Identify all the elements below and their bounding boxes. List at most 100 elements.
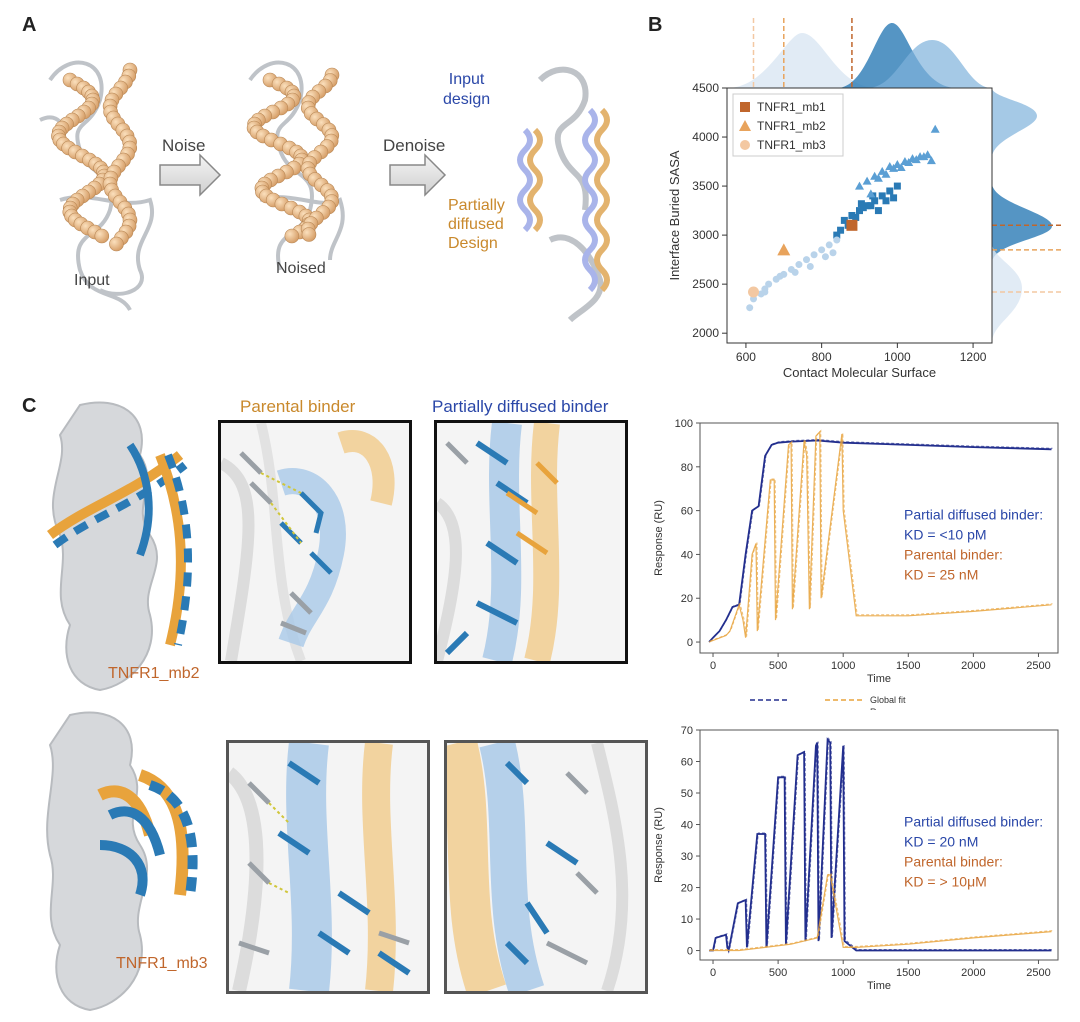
right-density-mb1 bbox=[992, 183, 1052, 263]
kd-annotation: Parental binder: bbox=[904, 547, 1003, 563]
scatter-point bbox=[776, 272, 784, 280]
y-tick-label: 3500 bbox=[692, 179, 719, 193]
spr-chart-mb2: 0 500 1000 1500 2000 2500 0 20 40 60 80 100 Time Resp… bbox=[653, 418, 1059, 710]
x-tick-label: 2500 bbox=[1026, 660, 1050, 672]
scatter-point bbox=[837, 226, 845, 234]
scatter-point bbox=[855, 181, 864, 190]
highlight-point bbox=[846, 219, 858, 231]
denoise-arrow bbox=[389, 153, 447, 197]
right-density-mb2 bbox=[992, 88, 1037, 158]
mb2-parental-box bbox=[218, 420, 412, 664]
mb2-surface-structure bbox=[47, 401, 193, 692]
scatter-point bbox=[926, 156, 936, 165]
scatter-point bbox=[863, 202, 871, 210]
kd-annotation: KD = 25 nM bbox=[904, 567, 978, 583]
scatter-point bbox=[919, 152, 929, 161]
legend-response: Response bbox=[870, 707, 911, 710]
mb3-surface-structure bbox=[46, 711, 198, 1012]
scatter-point bbox=[765, 280, 773, 288]
panel-a-illustration bbox=[39, 60, 610, 323]
input-spheres bbox=[51, 62, 138, 252]
denoise-label: Denoise bbox=[383, 136, 446, 155]
scatter-point bbox=[840, 216, 848, 224]
noise-arrow bbox=[159, 153, 222, 197]
x-axis-label: Contact Molecular Surface bbox=[783, 365, 936, 380]
mb2-label: TNFR1_mb2 bbox=[108, 665, 200, 682]
legend-marker bbox=[740, 140, 750, 150]
scatter-point bbox=[896, 162, 906, 171]
y-tick-label: 4500 bbox=[692, 81, 719, 95]
scatter-point bbox=[856, 207, 863, 215]
kd-annotation: Partial diffused binder: bbox=[904, 507, 1043, 523]
scatter-point bbox=[848, 212, 856, 219]
partial-binder-title: Partially diffused binder bbox=[432, 397, 609, 416]
top-density-mb2 bbox=[867, 40, 992, 88]
x-tick-label: 500 bbox=[769, 660, 787, 672]
scatter-point bbox=[810, 251, 818, 259]
y-axis-label: Interface Buried SASA bbox=[667, 150, 682, 280]
scatter-point bbox=[911, 155, 921, 164]
y-tick-label: 3000 bbox=[692, 228, 719, 242]
x-tick-label: 1000 bbox=[831, 967, 855, 979]
x-tick-label: 500 bbox=[769, 967, 787, 979]
partial-fit-line bbox=[709, 438, 1053, 642]
scatter-point bbox=[873, 173, 883, 182]
y-tick-label: 40 bbox=[681, 549, 693, 561]
highlight-point bbox=[777, 243, 791, 256]
mb2-partial-box bbox=[434, 420, 628, 664]
top-density-mb1 bbox=[837, 23, 957, 88]
y-tick-label: 0 bbox=[687, 637, 693, 649]
x-tick-label: 800 bbox=[812, 350, 832, 364]
sphere-atom bbox=[109, 236, 124, 252]
x-tick-label: 0 bbox=[710, 660, 716, 672]
legend-label: TNFR1_mb1 bbox=[757, 100, 826, 114]
scatter-point bbox=[833, 231, 841, 239]
scatter-point bbox=[791, 268, 799, 276]
parental-binder-title: Parental binder bbox=[240, 397, 356, 416]
parental-fit-line bbox=[709, 429, 1053, 642]
scatter-point bbox=[881, 169, 891, 178]
mb3-box-left bbox=[226, 740, 430, 994]
y-tick-label: 100 bbox=[675, 418, 693, 430]
y-tick-label: 30 bbox=[681, 851, 693, 863]
noised-label: Noised bbox=[276, 260, 326, 277]
legend-marker bbox=[740, 102, 750, 112]
y-tick-label: 50 bbox=[681, 788, 693, 800]
scatter-point bbox=[893, 182, 901, 190]
kd-annotation: KD = 20 nM bbox=[904, 834, 978, 850]
panel-b-letter: B bbox=[648, 14, 663, 36]
noised-spheres bbox=[246, 67, 340, 244]
sphere-atom bbox=[284, 228, 300, 244]
scatter-point bbox=[878, 192, 886, 200]
x-tick-label: 1500 bbox=[896, 660, 920, 672]
y-tick-label: 80 bbox=[681, 462, 693, 474]
legend-marker bbox=[739, 120, 751, 131]
legend-global-fit: Global fit bbox=[870, 695, 906, 705]
scatter-point bbox=[889, 163, 899, 172]
scatter-point bbox=[761, 288, 769, 296]
legend-box bbox=[732, 93, 844, 157]
scatter-point bbox=[821, 253, 829, 261]
y-tick-label: 20 bbox=[681, 883, 693, 895]
scatter-point bbox=[867, 202, 875, 210]
y-tick-label: 2500 bbox=[692, 277, 719, 291]
x-tick-label: 600 bbox=[736, 350, 756, 364]
kd-annotation: Parental binder: bbox=[904, 854, 1003, 870]
input-label: Input bbox=[74, 272, 110, 289]
y-tick-label: 0 bbox=[687, 946, 693, 958]
scatter-point bbox=[904, 158, 914, 167]
x-axis-label: Time bbox=[867, 980, 891, 992]
y-tick-label: 70 bbox=[681, 725, 693, 737]
scatter-point bbox=[829, 249, 837, 257]
partial-response-line bbox=[708, 439, 1052, 643]
partial-fit-line bbox=[710, 737, 1053, 952]
spr-frame bbox=[699, 422, 1059, 654]
scatter-point bbox=[930, 124, 940, 133]
kd-annotation: Partial diffused binder: bbox=[904, 814, 1043, 830]
top-density-mb3 bbox=[727, 33, 877, 88]
scatter-point bbox=[825, 241, 833, 249]
design-structure bbox=[517, 66, 610, 323]
x-tick-label: 1200 bbox=[960, 350, 987, 364]
spr-chart-mb3: 0 500 1000 1500 2000 2500 0 10 20 30 40 50 60 70 Time R… bbox=[653, 725, 1059, 992]
scatter-point bbox=[866, 189, 876, 198]
